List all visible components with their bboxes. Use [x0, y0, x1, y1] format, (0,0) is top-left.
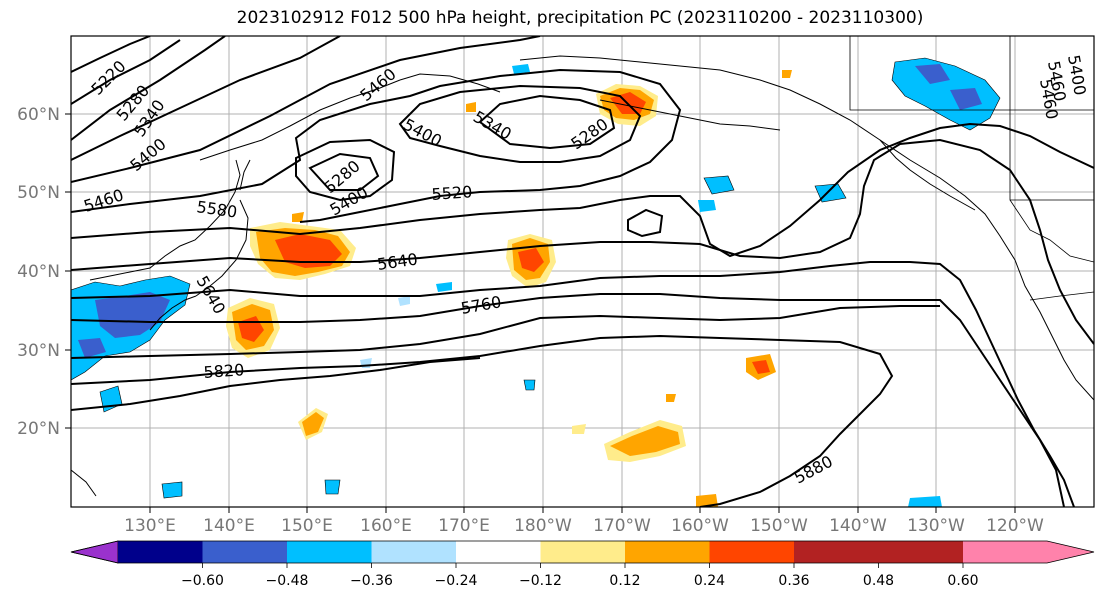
lon-label: 130°E — [124, 516, 176, 536]
lon-label: 130°W — [907, 516, 965, 536]
lon-label: 170°W — [593, 516, 651, 536]
colorbar-segment — [371, 541, 456, 563]
lat-label: 20°N — [17, 419, 60, 439]
colorbar-tick-label: −0.48 — [266, 573, 309, 589]
axis-ticks — [65, 113, 1016, 513]
colorbar-tick-label: 0.12 — [609, 573, 640, 589]
lat-label: 30°N — [17, 341, 60, 361]
colorbar-tick-label: −0.60 — [181, 573, 224, 589]
colorbar: −0.60 −0.48 −0.36 −0.24 −0.12 0.12 0.24 … — [70, 540, 1095, 589]
borders — [849, 36, 1094, 301]
lon-label: 140°E — [203, 516, 255, 536]
colorbar-tick-label: −0.36 — [350, 573, 393, 589]
lon-label: 160°W — [671, 516, 729, 536]
lat-label: 60°N — [17, 105, 60, 125]
colorbar-segment — [202, 541, 287, 563]
colorbar-segment — [625, 541, 710, 563]
lon-label: 150°E — [281, 516, 333, 536]
lon-label: 180°W — [514, 516, 572, 536]
map-title: 2023102912 F012 500 hPa height, precipit… — [236, 8, 924, 28]
colorbar-tick-label: 0.36 — [778, 573, 809, 589]
lon-label: 150°W — [750, 516, 808, 536]
lat-label: 50°N — [17, 183, 60, 203]
colorbar-segment — [287, 541, 372, 563]
colorbar-left-extend — [70, 540, 119, 564]
contour-label: 5520 — [431, 182, 473, 204]
height-contours — [71, 36, 1094, 507]
longitude-labels: 130°E 140°E 150°E 160°E 170°E 180°W 170°… — [124, 516, 1044, 536]
colorbar-ticks — [202, 563, 964, 568]
lon-label: 120°W — [986, 516, 1044, 536]
colorbar-segment — [794, 541, 879, 563]
colorbar-tick-label: −0.24 — [435, 573, 478, 589]
colorbar-tick-label: 0.60 — [947, 573, 978, 589]
colorbar-segment — [118, 541, 203, 563]
contour-label: 5820 — [203, 360, 245, 382]
precip-positive-areas — [226, 70, 792, 507]
colorbar-segment — [709, 541, 794, 563]
lon-label: 140°W — [829, 516, 887, 536]
colorbar-segment — [963, 541, 1094, 563]
lon-label: 170°E — [438, 516, 490, 536]
colorbar-segment — [540, 541, 625, 563]
colorbar-tick-label: 0.48 — [863, 573, 894, 589]
lat-label: 40°N — [17, 262, 60, 282]
lon-label: 160°E — [360, 516, 412, 536]
colorbar-tick-label: 0.24 — [694, 573, 725, 589]
latitude-labels: 60°N 50°N 40°N 30°N 20°N — [17, 105, 60, 439]
colorbar-outline — [70, 540, 1095, 564]
colorbar-tick-label: −0.12 — [519, 573, 562, 589]
colorbar-segment — [878, 541, 963, 563]
colorbar-segment — [456, 541, 541, 563]
